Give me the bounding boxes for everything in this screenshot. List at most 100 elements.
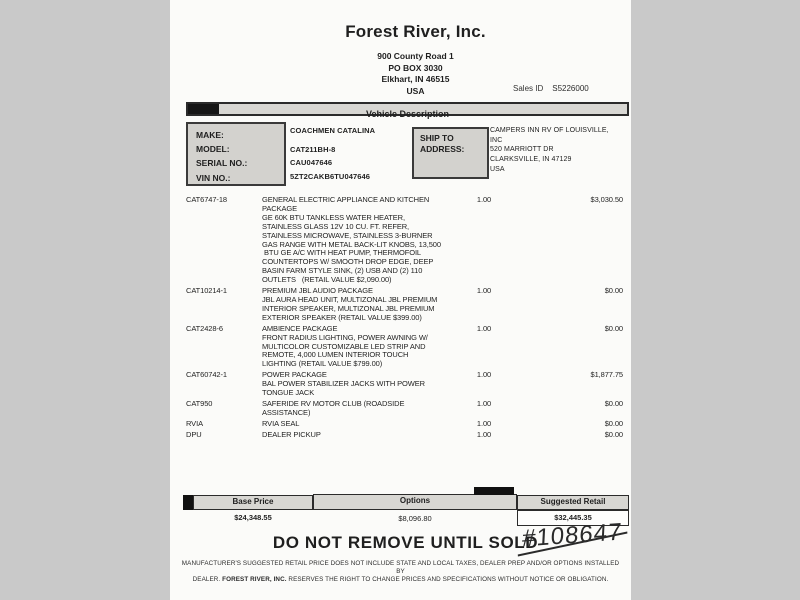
option-row: CAT10214-1 PREMIUM JBL AUDIO PACKAGE JBL A… (186, 286, 623, 323)
option-code: DPU (186, 429, 202, 439)
option-description-line: SAFERIDE RV MOTOR CLUB (ROADSIDE (262, 398, 405, 408)
option-price: $0.00 (604, 323, 623, 333)
option-code: CAT60742-1 (186, 370, 227, 380)
option-price: $3,030.50 (590, 195, 624, 204)
option-description-line: INTERIOR SPEAKER, MULTIZONAL JBL PREMIUM (262, 303, 435, 313)
option-row: CAT60742-1 POWER PACKAGE BAL POWER STABILI… (186, 370, 624, 398)
option-description-line: COUNTERTOPS W/ SMOOTH DROP EDGE, DEEP (262, 257, 434, 267)
ship-to-address-line: 520 MARRIOTT DR (490, 146, 554, 154)
option-description: AMBIENCE PACKAGE FRONT RADIUS LIGHTING, P… (262, 323, 462, 370)
model-value: CAT211BH-8 (290, 145, 336, 154)
company-name: Forest River, Inc. (345, 22, 486, 41)
ship-to-address-line: INC (490, 136, 503, 144)
ship-to-label-line: ADDRESS: (420, 144, 465, 154)
model-label: MODEL: (196, 144, 230, 155)
option-description-line: AMBIENCE PACKAGE (262, 323, 338, 333)
option-description-line: JBL AURA HEAD UNIT, MULTIZONAL JBL PREMI… (262, 294, 438, 304)
vin-label: VIN NO.: (196, 172, 231, 183)
vin-value: 5ZT2CAKB6TU047646 (290, 172, 371, 181)
ship-to-label-box: SHIP TO ADDRESS: (412, 127, 489, 179)
option-description-line: FRONT RADIUS LIGHTING, POWER AWNING W/ (262, 332, 428, 342)
make-label: MAKE: (196, 130, 224, 140)
do-not-remove-notice: DO NOT REMOVE UNTIL SOLD (272, 533, 539, 552)
option-price: $0.00 (604, 286, 623, 296)
suggested-retail-header: Suggested Retail (517, 495, 629, 510)
option-code: CAT10214-1 (186, 286, 227, 296)
vehicle-labels-box: MAKE: MODEL: SERIAL NO.: VIN NO.: (186, 122, 286, 186)
document-header: Forest River, Inc. 900 County Road 1 PO … (170, 22, 631, 97)
ship-to-address: CAMPERS INN RV OF LOUISVILLE, INC 520 MA… (490, 126, 628, 175)
option-description-line: GAS RANGE WITH METAL BACK-LIT KNOBS, 13,… (262, 239, 441, 249)
option-code: CAT6747-18 (186, 195, 227, 204)
option-description-line: LIGHTING (RETAIL VALUE $799.00) (262, 359, 383, 369)
option-row: RVIA RVIA SEAL 1.00 $0.00 (186, 418, 623, 429)
option-quantity: 1.00 (476, 323, 492, 333)
option-price: $1,877.75 (590, 370, 624, 380)
option-code: CAT950 (186, 398, 213, 408)
option-description-line: STAINLESS MICROWAVE, STAINLESS 3-BURNER (262, 230, 433, 240)
make-value: COACHMEN CATALINA (290, 126, 376, 135)
option-row: CAT6747-18 GENERAL ELECTRIC APPLIANCE AND… (186, 195, 624, 285)
option-description-line: TONGUE JACK (262, 388, 315, 398)
option-description-line: DEALER PICKUP (262, 429, 321, 439)
option-description-line: EXTERIOR SPEAKER (RETAIL VALUE $399.00) (262, 312, 422, 322)
option-description-line: POWER PACKAGE (262, 370, 327, 380)
options-header: Options (313, 494, 517, 510)
sales-id: Sales ID S5226000 (513, 84, 589, 93)
option-description: SAFERIDE RV MOTOR CLUB (ROADSIDE ASSISTAN… (262, 398, 462, 418)
ship-to-address-line: CLARKSVILLE, IN 47129 (490, 156, 572, 164)
company-address-line: 900 County Road 1 (377, 51, 454, 61)
option-description-line: REMOTE, 4,000 LUMEN INTERIOR TOUCH (262, 350, 409, 360)
option-quantity: 1.00 (476, 429, 492, 439)
option-description-line: PREMIUM JBL AUDIO PACKAGE (262, 286, 373, 296)
option-description-line: PACKAGE (262, 203, 298, 213)
vehicle-values: COACHMEN CATALINA CAT211BH-8 CAU047646 5… (290, 122, 470, 186)
disclaimer: MANUFACTURER'S SUGGESTED RETAIL PRICE DO… (180, 560, 621, 584)
ship-to-label-line: SHIP TO (420, 133, 454, 143)
disclaimer-line: DEALER. FOREST RIVER, INC. RESERVES THE … (192, 575, 609, 583)
disclaimer-line: MANUFACTURER'S SUGGESTED RETAIL PRICE DO… (181, 560, 620, 575)
section-title-bar: Vehicle Description (186, 102, 629, 119)
base-price-value: $24,348.55 (234, 513, 272, 522)
option-description: PREMIUM JBL AUDIO PACKAGE JBL AURA HEAD U… (262, 286, 462, 323)
option-description: RVIA SEAL (262, 418, 462, 429)
option-code: CAT2428-6 (186, 323, 223, 333)
option-description-line: STAINLESS GLASS 12V 10 CU. FT. REFER, (262, 221, 410, 231)
options-value: $8,096.80 (398, 514, 432, 523)
section-title: Vehicle Description (365, 109, 450, 119)
option-description-line: OUTLETS (RETAIL VALUE $2,090.00) (262, 275, 392, 285)
option-price: $0.00 (604, 429, 623, 439)
option-description: GENERAL ELECTRIC APPLIANCE AND KITCHEN PA… (262, 195, 462, 285)
company-address-line: USA (406, 85, 425, 96)
option-quantity: 1.00 (476, 286, 492, 296)
serial-label: SERIAL NO.: (196, 158, 248, 169)
option-row: CAT2428-6 AMBIENCE PACKAGE FRONT RADIUS LI… (186, 323, 623, 370)
option-row: CAT950 SAFERIDE RV MOTOR CLUB (ROADSIDE AS… (186, 398, 623, 418)
ship-to-address-line: CAMPERS INN RV OF LOUISVILLE, (490, 127, 609, 134)
option-description: POWER PACKAGE BAL POWER STABILIZER JACKS … (262, 370, 462, 398)
option-price: $0.00 (604, 398, 623, 408)
option-quantity: 1.00 (476, 418, 492, 428)
option-description-line: BAL POWER STABILIZER JACKS WITH POWER (262, 379, 425, 389)
option-description-line: RVIA SEAL (262, 418, 300, 428)
option-quantity: 1.00 (476, 195, 492, 204)
serial-value: CAU047646 (290, 158, 333, 167)
base-price-header: Base Price (193, 495, 313, 510)
black-tab (183, 495, 193, 510)
black-tab (188, 104, 219, 114)
option-description-line: BTU GE A/C WITH HEAT PUMP, THERMOFOIL (262, 248, 422, 258)
sales-id-label: Sales ID (513, 84, 544, 93)
option-row: DPU DEALER PICKUP 1.00 $0.00 (186, 429, 623, 440)
company-address-line: Elkhart, IN 46515 (381, 74, 450, 84)
option-price: $0.00 (604, 418, 623, 428)
option-code: RVIA (186, 418, 203, 428)
option-description-line: BASIN FARM STYLE SINK, (2) USB AND (2) 1… (262, 266, 423, 276)
options-table: CAT6747-18 GENERAL ELECTRIC APPLIANCE AND… (186, 195, 624, 442)
option-description: DEALER PICKUP (262, 429, 462, 440)
black-tab (474, 487, 514, 495)
document-page: Forest River, Inc. 900 County Road 1 PO … (170, 0, 631, 600)
sales-id-value: S5226000 (552, 84, 589, 93)
ship-to-address-line: USA (490, 165, 505, 173)
company-address-line: PO BOX 3030 (388, 62, 443, 73)
